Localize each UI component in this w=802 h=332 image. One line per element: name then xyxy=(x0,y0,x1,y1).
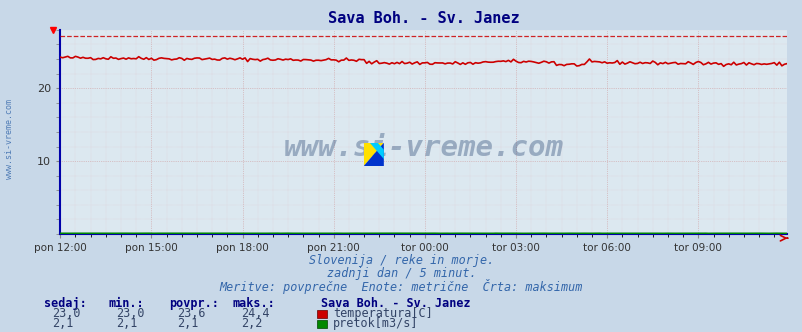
Text: www.si-vreme.com: www.si-vreme.com xyxy=(5,100,14,179)
Text: 2,2: 2,2 xyxy=(241,317,262,330)
Polygon shape xyxy=(369,143,383,159)
Text: pretok[m3/s]: pretok[m3/s] xyxy=(333,317,418,330)
Text: min.:: min.: xyxy=(108,297,144,310)
Text: 2,1: 2,1 xyxy=(176,317,198,330)
Text: zadnji dan / 5 minut.: zadnji dan / 5 minut. xyxy=(326,267,476,280)
Text: Slovenija / reke in morje.: Slovenija / reke in morje. xyxy=(309,254,493,267)
Text: 23,6: 23,6 xyxy=(176,307,205,320)
Text: Sava Boh. - Sv. Janez: Sava Boh. - Sv. Janez xyxy=(321,297,470,310)
Text: temperatura[C]: temperatura[C] xyxy=(333,307,432,320)
Text: 23,0: 23,0 xyxy=(116,307,144,320)
Text: Meritve: povprečne  Enote: metrične  Črta: maksimum: Meritve: povprečne Enote: metrične Črta:… xyxy=(220,279,582,293)
Text: www.si-vreme.com: www.si-vreme.com xyxy=(283,134,563,162)
Polygon shape xyxy=(363,143,383,166)
Text: 23,0: 23,0 xyxy=(52,307,80,320)
Text: sedaj:: sedaj: xyxy=(44,297,87,310)
Text: 2,1: 2,1 xyxy=(116,317,138,330)
Polygon shape xyxy=(363,143,383,166)
Title: Sava Boh. - Sv. Janez: Sava Boh. - Sv. Janez xyxy=(327,11,519,26)
Text: 24,4: 24,4 xyxy=(241,307,269,320)
Text: maks.:: maks.: xyxy=(233,297,275,310)
Text: 2,1: 2,1 xyxy=(52,317,74,330)
Text: povpr.:: povpr.: xyxy=(168,297,218,310)
